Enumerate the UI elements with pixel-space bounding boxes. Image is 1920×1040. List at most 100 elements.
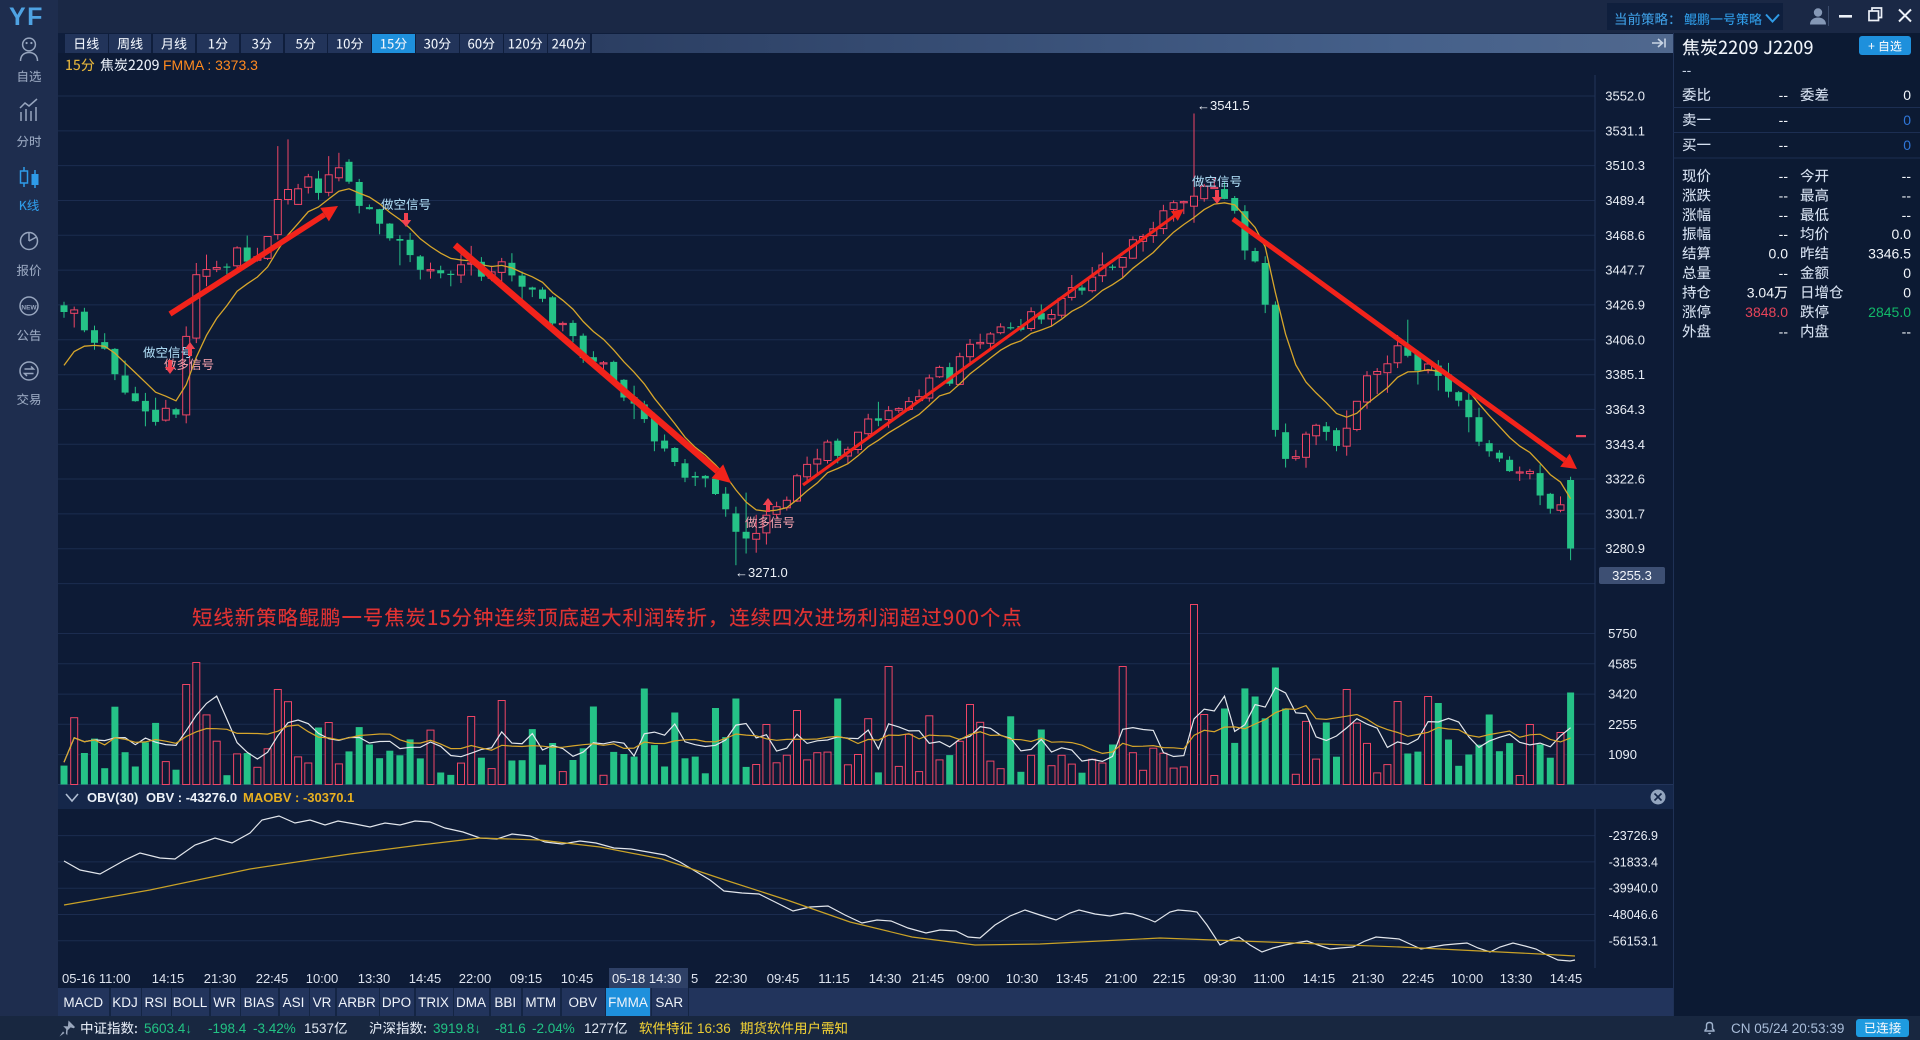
- svg-text:CN 05/24 20:53:39: CN 05/24 20:53:39: [1731, 1021, 1844, 1036]
- svg-text:MAOBV : -30370.1: MAOBV : -30370.1: [243, 790, 354, 805]
- svg-text:5: 5: [691, 971, 698, 986]
- svg-text:--: --: [1779, 87, 1789, 103]
- svg-text:←3271.0: ←3271.0: [735, 565, 788, 580]
- svg-text:16:36: 16:36: [697, 1021, 731, 1036]
- svg-text:-2.04%: -2.04%: [532, 1021, 575, 1036]
- svg-text:FMMA: FMMA: [608, 995, 648, 1010]
- svg-text:3364.3: 3364.3: [1605, 402, 1645, 417]
- svg-text:14:15: 14:15: [1303, 971, 1336, 986]
- svg-text:10:00: 10:00: [1451, 971, 1484, 986]
- svg-text:--: --: [1779, 168, 1789, 184]
- svg-text:--: --: [1779, 207, 1789, 223]
- svg-text:3468.6: 3468.6: [1605, 228, 1645, 243]
- svg-text:13:45: 13:45: [1056, 971, 1089, 986]
- svg-text:3322.6: 3322.6: [1605, 472, 1645, 487]
- svg-text:10:30: 10:30: [1006, 971, 1039, 986]
- svg-text:←3541.5: ←3541.5: [1197, 98, 1250, 113]
- svg-text:22:30: 22:30: [715, 971, 748, 986]
- svg-text:3343.4: 3343.4: [1605, 437, 1645, 452]
- svg-text:22:15: 22:15: [1153, 971, 1186, 986]
- svg-text:SAR: SAR: [655, 995, 683, 1010]
- svg-text:10:00: 10:00: [306, 971, 339, 986]
- svg-text:-39940.0: -39940.0: [1609, 882, 1658, 896]
- svg-text:WR: WR: [213, 995, 236, 1010]
- svg-text:--: --: [1902, 207, 1912, 223]
- svg-text:BIAS: BIAS: [244, 995, 275, 1010]
- svg-text:09:15: 09:15: [510, 971, 543, 986]
- svg-text:2845.0: 2845.0: [1868, 304, 1911, 320]
- svg-text:-48046.6: -48046.6: [1609, 908, 1658, 922]
- svg-text:1537: 1537: [304, 1021, 334, 1036]
- svg-text:0.0: 0.0: [1769, 246, 1789, 262]
- svg-text:3301.7: 3301.7: [1605, 506, 1645, 521]
- svg-text:--: --: [1682, 62, 1692, 78]
- svg-text:YF: YF: [9, 3, 44, 31]
- svg-text:1090: 1090: [1608, 747, 1637, 762]
- svg-text:3280.9: 3280.9: [1605, 541, 1645, 556]
- svg-text:5603.4↓: 5603.4↓: [144, 1021, 192, 1036]
- svg-text:22:00: 22:00: [459, 971, 492, 986]
- svg-text:05-16 11:00: 05-16 11:00: [62, 971, 130, 986]
- svg-text:14:15: 14:15: [152, 971, 185, 986]
- svg-text:--: --: [1779, 265, 1789, 281]
- svg-text:5750: 5750: [1608, 626, 1637, 641]
- svg-text:OBV : -43276.0: OBV : -43276.0: [146, 790, 237, 805]
- svg-text:09:45: 09:45: [767, 971, 800, 986]
- svg-text:0: 0: [1903, 265, 1911, 281]
- svg-text:-81.6: -81.6: [495, 1021, 526, 1036]
- svg-text:3346.5: 3346.5: [1868, 246, 1911, 262]
- svg-text:DMA: DMA: [456, 995, 486, 1010]
- svg-text:FMMA : 3373.3: FMMA : 3373.3: [163, 57, 258, 73]
- svg-text:22:45: 22:45: [1402, 971, 1435, 986]
- svg-text:--: --: [1779, 112, 1789, 128]
- svg-text:3426.9: 3426.9: [1605, 297, 1645, 312]
- svg-text:0: 0: [1903, 112, 1911, 128]
- svg-text:0: 0: [1903, 87, 1911, 103]
- svg-text:3531.1: 3531.1: [1605, 123, 1645, 138]
- svg-text:14:30: 14:30: [869, 971, 902, 986]
- svg-text:13:30: 13:30: [358, 971, 391, 986]
- svg-text:2255: 2255: [1608, 717, 1637, 732]
- svg-text:0.0: 0.0: [1892, 226, 1912, 242]
- svg-text:KDJ: KDJ: [112, 995, 138, 1010]
- svg-text:MTM: MTM: [525, 995, 556, 1010]
- svg-text:DPO: DPO: [382, 995, 411, 1010]
- svg-text:09:00: 09:00: [957, 971, 990, 986]
- svg-text:21:30: 21:30: [204, 971, 237, 986]
- svg-text:--: --: [1779, 324, 1789, 340]
- svg-text:NEW: NEW: [21, 305, 37, 312]
- svg-text:BOLL: BOLL: [173, 995, 208, 1010]
- svg-text:3406.0: 3406.0: [1605, 332, 1645, 347]
- svg-text:10:45: 10:45: [561, 971, 594, 986]
- svg-text:3420: 3420: [1608, 687, 1637, 702]
- svg-text:11:00: 11:00: [1253, 971, 1285, 986]
- svg-text:--: --: [1902, 188, 1912, 204]
- svg-text:11:15: 11:15: [818, 971, 850, 986]
- svg-text:--: --: [1779, 226, 1789, 242]
- svg-text:--: --: [1779, 137, 1789, 153]
- svg-text:3255.3: 3255.3: [1612, 568, 1652, 583]
- svg-text:ARBR: ARBR: [338, 995, 376, 1010]
- svg-text:0: 0: [1903, 285, 1911, 301]
- svg-text:MACD: MACD: [63, 995, 103, 1010]
- svg-text:OBV: OBV: [568, 995, 597, 1010]
- svg-text:VR: VR: [313, 995, 332, 1010]
- svg-text:21:30: 21:30: [1352, 971, 1385, 986]
- svg-text:RSI: RSI: [144, 995, 167, 1010]
- svg-text:3919.8↓: 3919.8↓: [433, 1021, 481, 1036]
- svg-text:--: --: [1902, 168, 1912, 184]
- svg-text:3552.0: 3552.0: [1605, 89, 1645, 104]
- svg-text:3385.1: 3385.1: [1605, 367, 1645, 382]
- svg-text:3.04: 3.04: [1747, 285, 1774, 301]
- svg-text:-23726.9: -23726.9: [1609, 829, 1658, 843]
- svg-text:-198.4: -198.4: [208, 1021, 247, 1036]
- svg-text:14:45: 14:45: [1550, 971, 1583, 986]
- svg-text:--: --: [1779, 188, 1789, 204]
- svg-text:1277: 1277: [584, 1021, 614, 1036]
- svg-text:TRIX: TRIX: [418, 995, 449, 1010]
- svg-text:--: --: [1902, 324, 1912, 340]
- svg-text:-56153.1: -56153.1: [1609, 934, 1658, 948]
- svg-text:0: 0: [1903, 137, 1911, 153]
- svg-text:-3.42%: -3.42%: [253, 1021, 296, 1036]
- svg-text:09:30: 09:30: [1204, 971, 1237, 986]
